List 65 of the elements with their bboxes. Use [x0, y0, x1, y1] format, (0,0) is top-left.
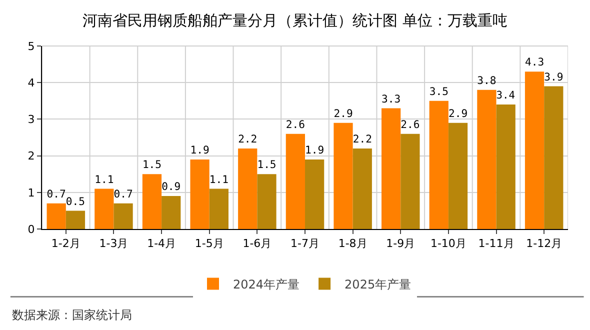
data-label: 2.2 [352, 134, 372, 146]
x-tick-label: 1-7月 [290, 237, 320, 250]
legend-label: 2024年产量 [233, 277, 300, 292]
bar [382, 108, 401, 229]
data-label: 3.5 [429, 86, 448, 98]
data-label: 1.9 [305, 144, 324, 157]
source-note: 数据来源：国家统计局 [12, 308, 132, 322]
data-label: 2.6 [400, 118, 420, 131]
x-tick-label: 1-4月 [147, 237, 176, 250]
bar [524, 72, 544, 229]
y-tick-label: 3 [28, 113, 35, 126]
data-label: 2.2 [238, 134, 258, 146]
data-label: 2.9 [448, 108, 468, 120]
data-label: 3.8 [477, 75, 496, 88]
data-label: 1.1 [94, 174, 114, 186]
bar [209, 188, 228, 229]
data-label: 1.1 [209, 174, 228, 186]
bar [66, 210, 86, 229]
data-label: 3.3 [382, 93, 401, 106]
bar [162, 196, 181, 229]
data-label: 0.7 [114, 188, 133, 200]
x-tick-label: 1-8月 [338, 237, 368, 250]
x-tick-label: 1-9月 [386, 237, 416, 250]
x-tick-label: 1-10月 [430, 237, 466, 250]
x-tick-label: 1-2月 [51, 237, 80, 250]
y-tick-label: 4 [28, 76, 35, 90]
bar [334, 122, 353, 229]
data-label: 0.5 [66, 196, 86, 208]
data-label: 1.9 [190, 144, 210, 157]
x-tick-label: 1-6月 [242, 237, 272, 250]
chart-title: 河南省民用钢质船舶产量分月（累计值）统计图 单位：万载重吨 [82, 11, 508, 30]
y-tick-label: 1 [28, 186, 35, 200]
y-tick-label: 5 [28, 40, 35, 53]
bar [286, 134, 305, 229]
bar [190, 159, 210, 229]
bar [114, 203, 133, 229]
x-tick-label: 1-5月 [194, 237, 224, 250]
data-label: 3.9 [544, 71, 564, 84]
bar [429, 100, 448, 229]
bar [305, 159, 324, 229]
bar [496, 104, 516, 229]
x-tick-label: 1-11月 [478, 237, 514, 250]
data-label: 0.9 [162, 181, 181, 194]
bar [477, 90, 496, 229]
y-tick-label: 2 [28, 150, 35, 163]
bar [238, 148, 258, 229]
bar [142, 174, 162, 229]
data-label: 2.6 [286, 118, 305, 131]
data-label: 3.4 [496, 90, 516, 102]
bar [400, 134, 420, 229]
data-label: 1.5 [142, 159, 162, 172]
bar [544, 86, 564, 229]
bar [448, 122, 468, 229]
bar [94, 188, 114, 229]
y-tick-label: 0 [28, 222, 35, 236]
data-label: 1.5 [257, 159, 276, 172]
bar [257, 174, 276, 229]
bar [46, 203, 66, 229]
bar [352, 148, 372, 229]
data-label: 4.3 [524, 56, 544, 69]
x-tick-label: 1-12月 [526, 237, 562, 250]
legend-label: 2025年产量 [344, 277, 412, 292]
data-label: 2.9 [334, 108, 353, 120]
x-tick-label: 1-3月 [99, 237, 128, 250]
data-label: 0.7 [46, 188, 66, 200]
